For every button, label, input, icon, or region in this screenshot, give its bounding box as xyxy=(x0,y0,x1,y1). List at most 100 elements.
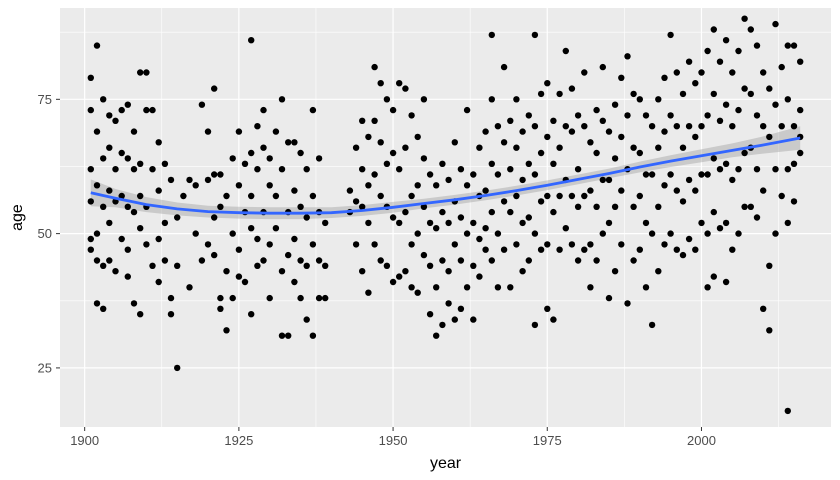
data-point xyxy=(248,192,255,200)
data-point xyxy=(167,176,175,184)
data-point xyxy=(248,37,255,44)
data-point xyxy=(106,187,113,194)
data-point xyxy=(513,96,520,103)
data-point xyxy=(722,160,730,167)
data-point xyxy=(722,278,730,286)
data-point xyxy=(433,284,440,291)
data-point xyxy=(581,123,588,130)
data-point xyxy=(760,123,767,130)
data-point xyxy=(692,246,699,253)
data-point xyxy=(735,166,742,173)
data-point xyxy=(217,305,224,312)
data-point xyxy=(180,192,187,200)
data-point xyxy=(192,230,199,237)
data-point xyxy=(760,187,767,194)
data-point xyxy=(537,198,545,205)
data-point xyxy=(143,69,150,76)
data-point xyxy=(679,198,687,205)
data-point xyxy=(636,192,643,200)
data-point xyxy=(161,219,169,227)
data-point xyxy=(544,192,551,200)
data-point xyxy=(204,241,212,248)
data-point xyxy=(587,139,594,146)
data-point xyxy=(772,20,779,28)
data-point xyxy=(599,176,606,184)
data-point xyxy=(217,294,224,302)
data-point xyxy=(766,85,773,92)
data-point xyxy=(463,284,471,291)
data-point xyxy=(679,144,687,151)
data-point xyxy=(611,268,619,275)
data-point xyxy=(211,214,218,221)
data-point xyxy=(593,149,600,157)
data-point xyxy=(241,278,249,286)
data-point xyxy=(254,166,261,173)
data-point xyxy=(463,182,471,189)
data-point xyxy=(260,106,267,114)
data-point xyxy=(581,246,588,253)
data-point xyxy=(377,257,384,264)
data-point xyxy=(93,257,101,264)
data-point xyxy=(772,230,779,237)
data-point xyxy=(346,187,354,194)
data-point xyxy=(698,171,705,178)
data-point xyxy=(710,273,717,280)
data-point xyxy=(766,133,773,141)
data-point xyxy=(692,187,699,194)
data-point xyxy=(574,112,582,119)
data-point xyxy=(235,246,243,253)
data-point xyxy=(525,257,532,264)
data-point xyxy=(426,219,434,227)
data-point xyxy=(500,198,508,205)
data-point xyxy=(223,327,230,334)
data-point xyxy=(784,42,791,49)
data-point xyxy=(550,117,557,125)
data-point xyxy=(87,246,95,253)
data-point xyxy=(359,203,366,210)
data-point xyxy=(531,123,539,130)
data-point xyxy=(698,219,705,227)
data-point xyxy=(130,166,138,173)
data-point xyxy=(254,262,261,269)
data-point xyxy=(130,208,138,216)
data-point xyxy=(457,214,465,221)
data-point xyxy=(285,332,292,339)
data-point xyxy=(593,257,600,264)
data-point xyxy=(143,241,150,248)
data-point xyxy=(112,268,119,275)
data-point xyxy=(470,316,477,323)
data-point xyxy=(710,155,717,162)
data-point xyxy=(618,241,625,248)
data-point xyxy=(211,251,218,259)
data-point xyxy=(722,37,730,44)
data-point xyxy=(772,166,779,173)
data-point xyxy=(266,155,273,162)
data-point xyxy=(667,171,674,178)
data-point xyxy=(414,230,421,237)
data-point xyxy=(679,90,687,98)
data-point xyxy=(433,225,440,232)
data-point xyxy=(624,112,631,119)
data-point xyxy=(531,230,539,237)
data-point xyxy=(396,219,403,227)
data-point xyxy=(519,268,526,275)
data-point xyxy=(408,192,415,200)
data-point xyxy=(100,203,107,210)
data-point xyxy=(661,74,668,82)
data-point xyxy=(531,171,539,178)
data-point xyxy=(766,262,773,269)
data-point xyxy=(574,257,582,264)
data-point xyxy=(359,117,366,125)
data-point xyxy=(593,106,600,114)
data-point xyxy=(445,300,452,307)
data-point xyxy=(513,192,520,200)
data-point xyxy=(741,149,748,157)
data-point xyxy=(229,155,236,162)
data-point xyxy=(618,133,625,141)
data-point xyxy=(100,96,107,103)
data-point xyxy=(137,160,144,167)
data-point xyxy=(93,182,101,189)
x-tick-label: 1925 xyxy=(224,433,253,448)
data-point xyxy=(303,262,310,269)
data-point xyxy=(371,117,378,125)
